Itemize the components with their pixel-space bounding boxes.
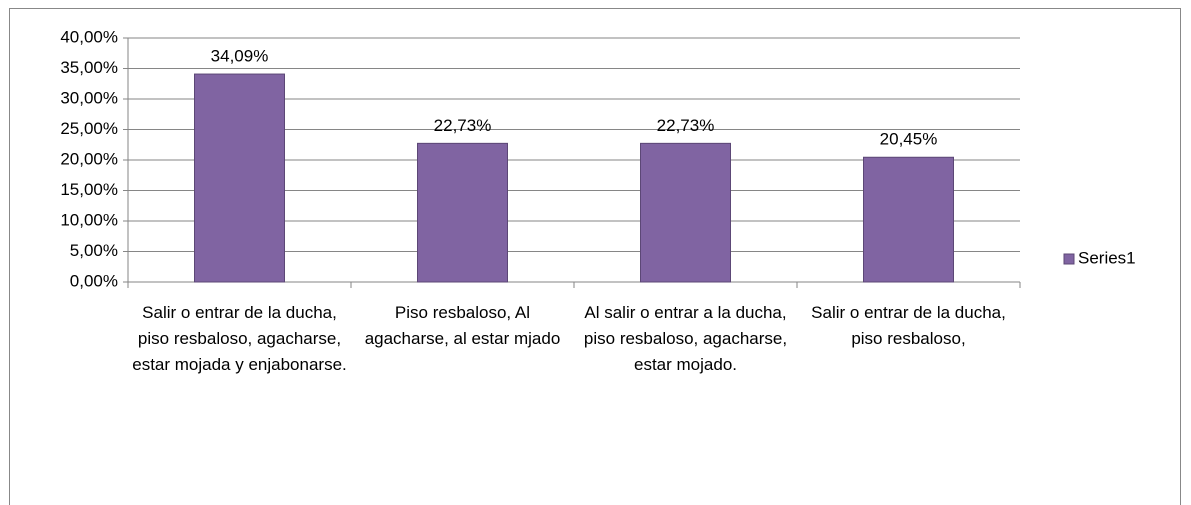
x-tick-label: Salir o entrar de la ducha, piso resbalo… [811,303,1006,348]
y-tick-label: 15,00% [60,180,118,199]
chart-border [9,8,1181,505]
y-tick-label: 35,00% [60,58,118,77]
x-tick-label: Salir o entrar de la ducha, piso resbalo… [132,303,347,374]
y-tick-label: 0,00% [70,271,118,290]
legend-label: Series1 [1078,248,1136,267]
legend-swatch [1063,253,1075,265]
bar [640,142,731,283]
bar [417,142,508,283]
x-tick-label: Al salir o entrar a la ducha, piso resba… [583,303,788,374]
y-tick-label: 25,00% [60,119,118,138]
data-label: 22,73% [657,116,715,135]
y-tick-label: 40,00% [60,27,118,46]
y-tick-label: 30,00% [60,88,118,107]
bar [863,156,954,283]
y-tick-label: 20,00% [60,149,118,168]
y-tick-label: 5,00% [70,241,118,260]
data-label: 20,45% [880,130,938,149]
y-tick-label: 10,00% [60,210,118,229]
bar [194,73,285,283]
data-label: 34,09% [211,47,269,66]
x-tick-label: Piso resbaloso, Al agacharse, al estar m… [364,303,561,348]
data-label: 22,73% [434,116,492,135]
